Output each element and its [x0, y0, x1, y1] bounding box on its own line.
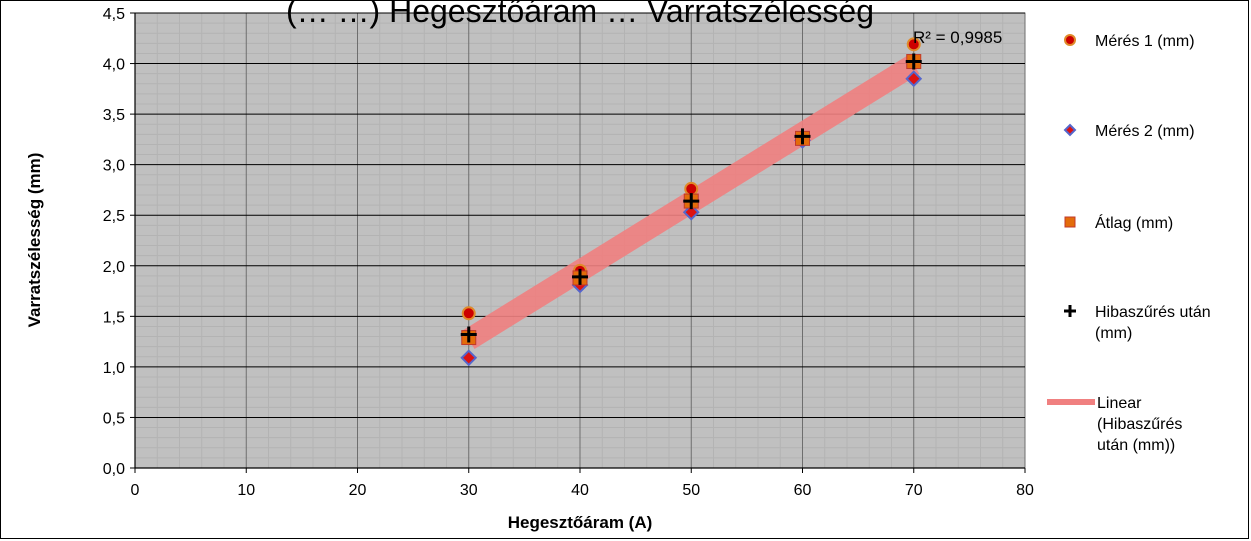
x-tick-label: 30	[460, 482, 478, 499]
x-tick-labels: 0 10 20 30 40 50 60 70 80	[131, 482, 1034, 499]
data-point	[572, 268, 588, 285]
data-point	[460, 326, 477, 343]
legend-marker	[1064, 305, 1076, 317]
legend-label: Hibaszűrés után	[1095, 304, 1211, 321]
legend-marker	[1064, 34, 1076, 46]
legend-item: Hibaszűrés után (mm)	[1064, 304, 1211, 342]
chart-title: (… …) Hegesztőáram … Varratszélesség	[286, 0, 874, 29]
legend-label: (Hibaszűrés	[1097, 416, 1182, 433]
legend-label: (mm)	[1095, 325, 1132, 342]
x-tick-label: 10	[237, 482, 255, 499]
data-point	[905, 53, 922, 70]
x-axis-title: Hegesztőáram (A)	[508, 513, 653, 532]
data-point	[794, 128, 811, 145]
y-tick-label: 1,0	[103, 360, 125, 377]
legend-label: Linear	[1097, 395, 1142, 412]
y-tick-label: 2,5	[103, 208, 125, 225]
legend-label: Mérés 2 (mm)	[1095, 123, 1195, 140]
y-tick-label: 1,5	[103, 309, 125, 326]
series-4-points	[460, 53, 922, 343]
y-tick-label: 0,5	[103, 410, 125, 427]
x-tick-label: 70	[905, 482, 923, 499]
data-point	[682, 203, 700, 221]
y-tick-label: 3,0	[103, 158, 125, 175]
data-point	[461, 306, 476, 321]
y-tick-label: 0,0	[103, 461, 125, 478]
legend-item: Átlag (mm)	[1064, 213, 1173, 232]
data-points	[460, 37, 923, 367]
x-tick-label: 50	[682, 482, 700, 499]
x-tick-label: 40	[571, 482, 589, 499]
data-point	[683, 193, 700, 210]
legend: Mérés 1 (mm) Mérés 2 (mm) Átlag (mm) Hibasz…	[1047, 33, 1211, 454]
legend-label: után (mm))	[1097, 437, 1175, 454]
y-tick-label: 4,5	[103, 6, 125, 23]
grid-lines	[130, 12, 1026, 473]
data-point	[905, 70, 923, 88]
y-tick-labels: 0,0 0,5 1,0 1,5 2,0 2,5 3,0 3,5 4,0 4,5	[103, 6, 125, 478]
y-axis-title: Varratszélesség (mm)	[25, 153, 44, 328]
y-tick-label: 4,0	[103, 57, 125, 74]
legend-item: Mérés 1 (mm)	[1064, 33, 1195, 50]
r-squared-label: R² = 0,9985	[913, 28, 1002, 47]
x-tick-label: 60	[794, 482, 812, 499]
y-tick-label: 2,0	[103, 259, 125, 276]
legend-item: Mérés 2 (mm)	[1063, 123, 1195, 140]
y-tick-label: 3,5	[103, 107, 125, 124]
x-tick-label: 20	[349, 482, 367, 499]
legend-item: Linear (Hibaszűrés után (mm))	[1047, 395, 1182, 454]
legend-marker	[1063, 123, 1077, 137]
legend-label: Mérés 1 (mm)	[1095, 33, 1195, 50]
legend-marker	[1064, 216, 1076, 228]
legend-label: Átlag (mm)	[1095, 213, 1173, 232]
data-point	[906, 37, 921, 52]
x-tick-label: 0	[131, 482, 140, 499]
x-tick-label: 80	[1016, 482, 1034, 499]
data-point	[460, 349, 478, 367]
